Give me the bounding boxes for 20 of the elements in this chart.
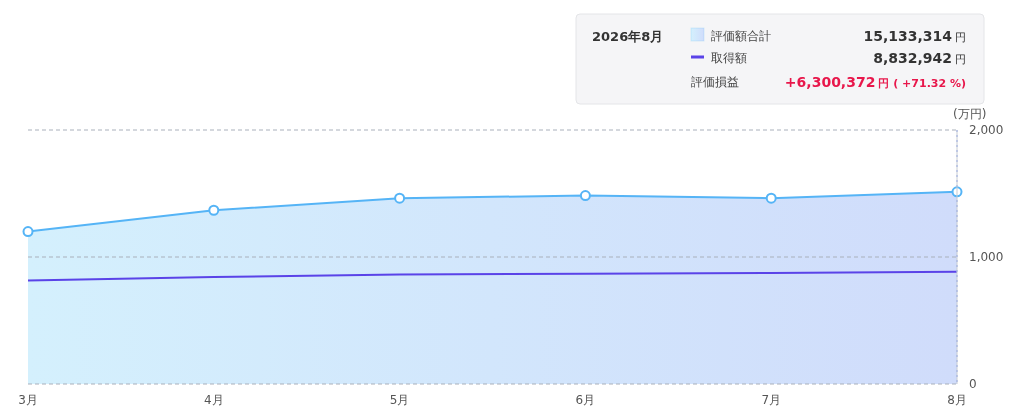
y-tick-label: 1,000 bbox=[969, 250, 1004, 265]
x-tick-label: 4月 bbox=[203, 393, 224, 407]
y-axis-title: (万円) bbox=[953, 107, 987, 121]
x-tick-label: 7月 bbox=[761, 393, 782, 407]
x-tick-label: 6月 bbox=[575, 393, 596, 407]
legend-label: 評価額合計 bbox=[711, 29, 771, 43]
text: 2026年8月 bbox=[592, 29, 664, 44]
line-series bbox=[27, 270, 958, 282]
x-tick-label: 5月 bbox=[389, 393, 410, 407]
point bbox=[394, 192, 406, 204]
legend-label: 取得額 bbox=[711, 51, 747, 65]
point bbox=[22, 226, 34, 238]
point bbox=[765, 192, 777, 204]
x-tick-label: 8月 bbox=[947, 393, 967, 407]
x-tick-label: 3月 bbox=[18, 393, 38, 407]
text: 評価損益 bbox=[691, 75, 739, 89]
point bbox=[579, 190, 591, 202]
y-tick-label: 2,000 bbox=[969, 123, 1004, 138]
point bbox=[208, 204, 220, 216]
y-tick-label: 0 bbox=[969, 377, 977, 392]
